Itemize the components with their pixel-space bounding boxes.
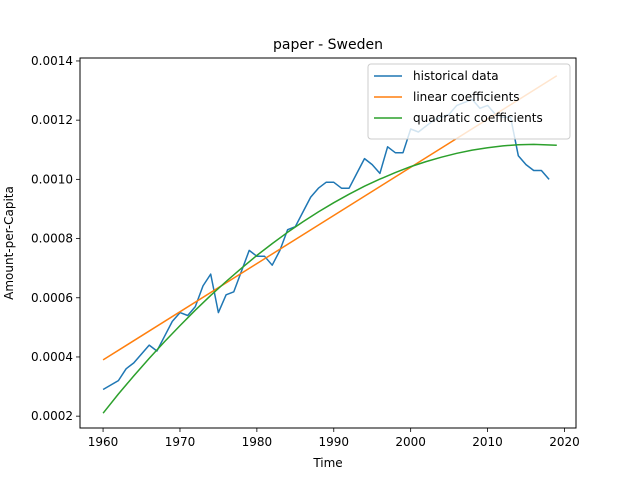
legend-label: linear coefficients (413, 90, 520, 104)
x-tick-label: 1980 (242, 435, 273, 449)
y-axis: 0.0002 0.0004 0.0006 0.0008 0.0010 0.0012 0.00… (31, 54, 80, 423)
y-tick-label: 0.0008 (31, 232, 73, 246)
series-line-2 (102, 143, 557, 414)
x-tick-label: 2010 (472, 435, 503, 449)
y-tick-label: 0.0012 (31, 113, 73, 127)
y-tick-label: 0.0002 (31, 409, 73, 423)
x-tick-label: 2020 (549, 435, 580, 449)
series-line-0 (102, 98, 550, 391)
y-tick-label: 0.0010 (31, 172, 73, 186)
x-axis-title: Time (312, 456, 342, 470)
legend-label: historical data (413, 69, 499, 83)
legend-label: quadratic coefficients (413, 111, 543, 125)
plot-frame (79, 57, 577, 429)
y-tick-label: 0.0004 (31, 350, 73, 364)
y-tick-label: 0.0014 (31, 54, 73, 68)
x-tick-label: 1970 (165, 435, 196, 449)
x-tick-label: 1960 (88, 435, 119, 449)
x-axis: 1960 1970 1980 1990 2000 2010 2020 (88, 428, 580, 449)
x-tick-label: 1990 (318, 435, 349, 449)
legend: historical data linear coefficients quadra… (367, 63, 571, 140)
y-axis-title: Amount-per-Capita (2, 186, 16, 300)
legend-box (367, 63, 571, 140)
y-tick-label: 0.0006 (31, 291, 73, 305)
chart-title: paper - Sweden (273, 37, 383, 53)
x-tick-label: 2000 (395, 435, 426, 449)
